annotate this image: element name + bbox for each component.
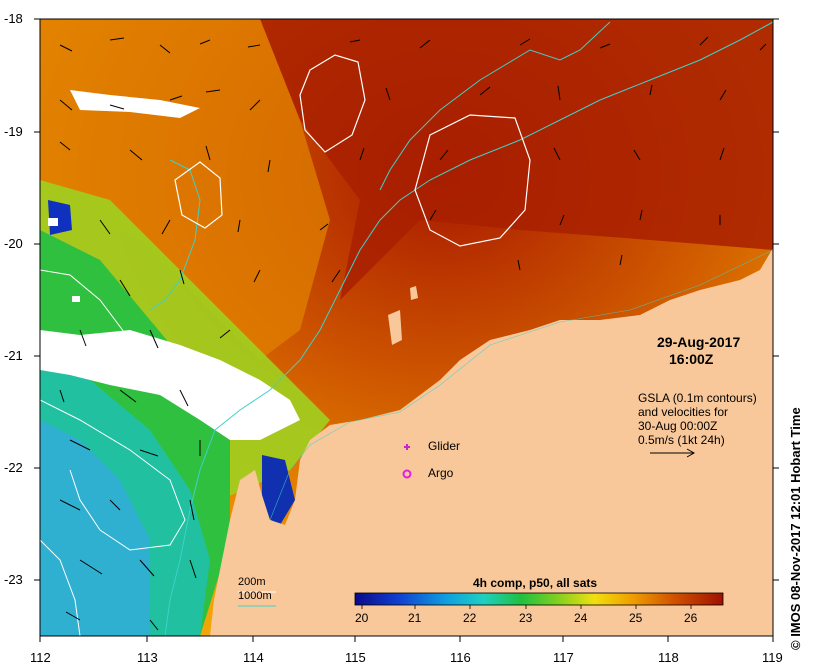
contour-1000m [164, 21, 773, 636]
y-tick-label: -20 [4, 236, 23, 251]
y-tick-label: -22 [4, 460, 23, 475]
warm-core [260, 19, 773, 300]
x-ticks [39, 636, 774, 642]
x-tick-label: 118 [658, 650, 679, 665]
colorbar-title: 4h comp, p50, all sats [473, 576, 598, 590]
y-ticks [34, 18, 779, 581]
colorbar-tick-label: 24 [574, 611, 588, 625]
coolest-water [40, 420, 150, 636]
x-tick-label: 113 [137, 650, 158, 665]
gsla-line: 0.5m/s (1kt 24h) [638, 433, 725, 447]
y-tick-label: -18 [4, 11, 23, 26]
colorbar-tick-label: 20 [355, 611, 369, 625]
colorbar-tick-label: 21 [408, 611, 422, 625]
colorbar-tick-label: 25 [629, 611, 643, 625]
colorbar-ticks [361, 605, 692, 609]
x-tick-label: 116 [450, 650, 471, 665]
argo-marker [402, 469, 412, 479]
scale-arrow [650, 448, 696, 458]
legend-glider-label: Glider [428, 439, 461, 453]
y-tick-label: -23 [4, 572, 23, 587]
colorbar-tick-label: 23 [519, 611, 533, 625]
colorbar [354, 592, 724, 606]
x-tick-label: 117 [553, 650, 574, 665]
plot-frame [39, 18, 774, 637]
colorbar-tick-label: 22 [463, 611, 477, 625]
credit-label: © IMOS 08-Nov-2017 12:01 Hobart Time [788, 407, 803, 650]
cloud-mask [40, 330, 300, 440]
island [388, 310, 402, 345]
date-label: 29-Aug-2017 [657, 334, 741, 350]
gsla-line: and velocities for [638, 405, 729, 419]
velocity-arrows [59, 36, 767, 631]
legend-argo-label: Argo [428, 466, 454, 480]
legend-200m-label: 200m [238, 576, 266, 588]
x-tick-label: 119 [762, 650, 783, 665]
time-label: 16:00Z [669, 351, 714, 367]
y-tick-label: -21 [4, 348, 23, 363]
gsla-contour [299, 54, 366, 153]
blue-patch [262, 455, 295, 525]
gsla-line: 30-Aug 00:00Z [638, 419, 718, 433]
legend-1000m-label: 1000m [238, 590, 272, 602]
colorbar-tick-label: 26 [684, 611, 698, 625]
x-tick-label: 114 [243, 650, 264, 665]
x-tick-label: 115 [345, 650, 366, 665]
y-tick-label: -19 [4, 124, 23, 139]
x-tick-label: 112 [30, 650, 51, 665]
land-mainland [210, 248, 773, 636]
glider-marker [404, 444, 410, 450]
gsla-line: GSLA (0.1m contours) [638, 391, 757, 405]
